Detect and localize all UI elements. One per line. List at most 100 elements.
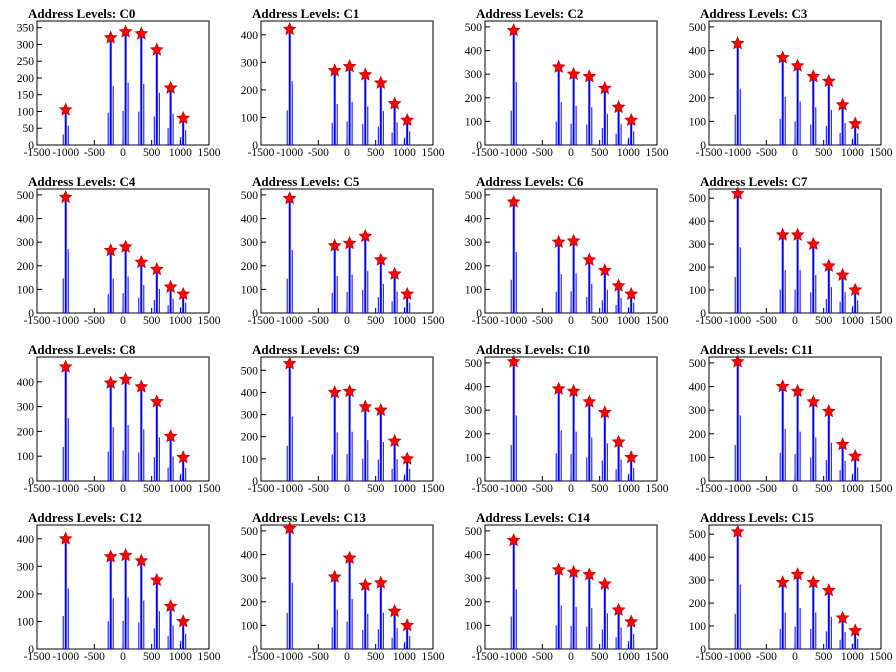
histogram-bar	[153, 628, 155, 649]
peak-marker	[163, 429, 178, 443]
peak-marker	[775, 575, 790, 589]
histogram-bar	[796, 234, 799, 313]
histogram-bar	[603, 412, 606, 481]
y-tick-label: 300	[17, 39, 35, 51]
histogram-bar	[839, 470, 841, 481]
histogram-bar	[143, 429, 145, 481]
histogram-bar	[286, 110, 288, 145]
y-tick-label: 0	[28, 308, 34, 320]
histogram-bar	[391, 132, 393, 145]
histogram-bar	[348, 558, 351, 649]
histogram-bar	[377, 629, 379, 649]
x-tick-label: -1500	[472, 147, 499, 159]
histogram-bar	[138, 452, 140, 481]
x-tick-label: 1000	[841, 651, 864, 663]
x-tick-label: 500	[143, 147, 161, 159]
histogram-bar	[512, 202, 515, 313]
peak-marker	[103, 243, 118, 257]
histogram-bar	[555, 453, 557, 481]
histogram-bar	[409, 131, 411, 145]
peak-marker	[358, 577, 373, 592]
x-tick-label: 500	[143, 651, 161, 663]
peak-marker	[103, 375, 118, 389]
histogram-bar	[64, 109, 67, 145]
y-tick-label: 400	[465, 382, 483, 394]
x-tick-label: 0	[120, 483, 126, 495]
histogram-bar	[617, 610, 620, 649]
histogram-bar	[734, 277, 736, 313]
y-tick-label: 500	[689, 22, 707, 34]
histogram-plot: 0 100 200 300 400 -1500 -1000 -500 0 500 1000 1500	[17, 356, 221, 495]
histogram-bar	[396, 459, 398, 481]
histogram-bar	[367, 106, 369, 145]
peak-marker	[342, 236, 357, 250]
y-tick-label: 500	[689, 193, 707, 205]
y-tick-label: 300	[17, 237, 35, 249]
histogram-bar	[288, 29, 291, 145]
y-tick-label: 200	[241, 261, 259, 273]
x-tick-label: -1000	[724, 315, 751, 327]
histogram-bar	[617, 107, 620, 145]
histogram-bar	[124, 31, 127, 146]
y-tick-label: 200	[17, 589, 35, 601]
histogram-bar	[796, 391, 799, 481]
x-tick-label: -500	[756, 147, 777, 159]
histogram-bar	[155, 269, 158, 313]
y-tick-label: 100	[241, 284, 259, 296]
y-tick-label: 200	[241, 432, 259, 444]
histogram-bar	[169, 436, 172, 481]
y-tick-label: 300	[241, 573, 259, 585]
histogram-bar	[810, 629, 812, 649]
histogram-bar	[628, 137, 630, 145]
histogram-bar	[586, 626, 588, 649]
histogram-bar	[603, 584, 606, 649]
peak-marker	[848, 623, 863, 637]
histogram-bar	[575, 606, 577, 649]
x-tick-label: -500	[532, 651, 553, 663]
histogram-bar	[555, 121, 557, 145]
chart-title: Address Levels: C11	[700, 342, 814, 357]
peak-marker	[134, 553, 149, 567]
histogram-bar	[586, 457, 588, 481]
histogram-bar	[572, 241, 575, 313]
x-tick-label: -500	[84, 147, 105, 159]
histogram-plot: 0 50 100 150 200 250 300 350 -1500 -1000 -500 0 500 1…	[17, 20, 221, 159]
histogram-bar	[852, 643, 854, 649]
histogram-bar	[779, 118, 781, 145]
histogram-bar	[336, 104, 338, 145]
x-tick-label: -1500	[472, 315, 499, 327]
histogram-bar	[555, 291, 557, 313]
histogram-bar	[112, 86, 114, 145]
histogram-bar	[288, 363, 291, 481]
histogram-bar	[799, 101, 801, 145]
histogram-bar	[336, 609, 338, 649]
histogram-bar	[739, 584, 741, 649]
y-tick-label: 400	[241, 214, 259, 226]
x-tick-label: -500	[756, 315, 777, 327]
peak-marker	[582, 252, 597, 266]
peak-marker	[118, 24, 133, 38]
peak-marker	[611, 602, 626, 616]
histogram-bar	[396, 628, 398, 649]
chart-panel: 0 100 200 300 400 500 -1500 -1000 -500 0 500 1000 15…	[672, 0, 896, 168]
histogram-bar	[367, 270, 369, 313]
histogram-plot: 0 100 200 300 400 500 -1500 -1000 -500 0 500 1000 15…	[465, 354, 669, 495]
peak-marker	[176, 286, 191, 301]
histogram-bar	[825, 631, 827, 649]
histogram-bar	[603, 88, 606, 145]
y-tick-label: 200	[241, 597, 259, 609]
y-tick-label: 300	[17, 402, 35, 414]
y-tick-label: 200	[689, 429, 707, 441]
histogram-plot: 0 100 200 300 400 500 -1500 -1000 -500 0 500 1000 15…	[689, 186, 893, 327]
histogram-plot: 0 100 200 300 400 500 -1500 -1000 -500 0 500 1000 15…	[241, 356, 445, 495]
y-tick-label: 300	[465, 405, 483, 417]
x-tick-label: 1000	[841, 147, 864, 159]
histogram-bar	[382, 442, 384, 481]
histogram-bar	[739, 247, 741, 313]
y-tick-label: 100	[689, 285, 707, 297]
x-tick-label: 0	[120, 147, 126, 159]
y-tick-label: 400	[689, 216, 707, 228]
histogram-bar	[512, 361, 515, 481]
chart-title: Address Levels: C8	[28, 342, 136, 357]
histogram-bar	[827, 265, 830, 313]
